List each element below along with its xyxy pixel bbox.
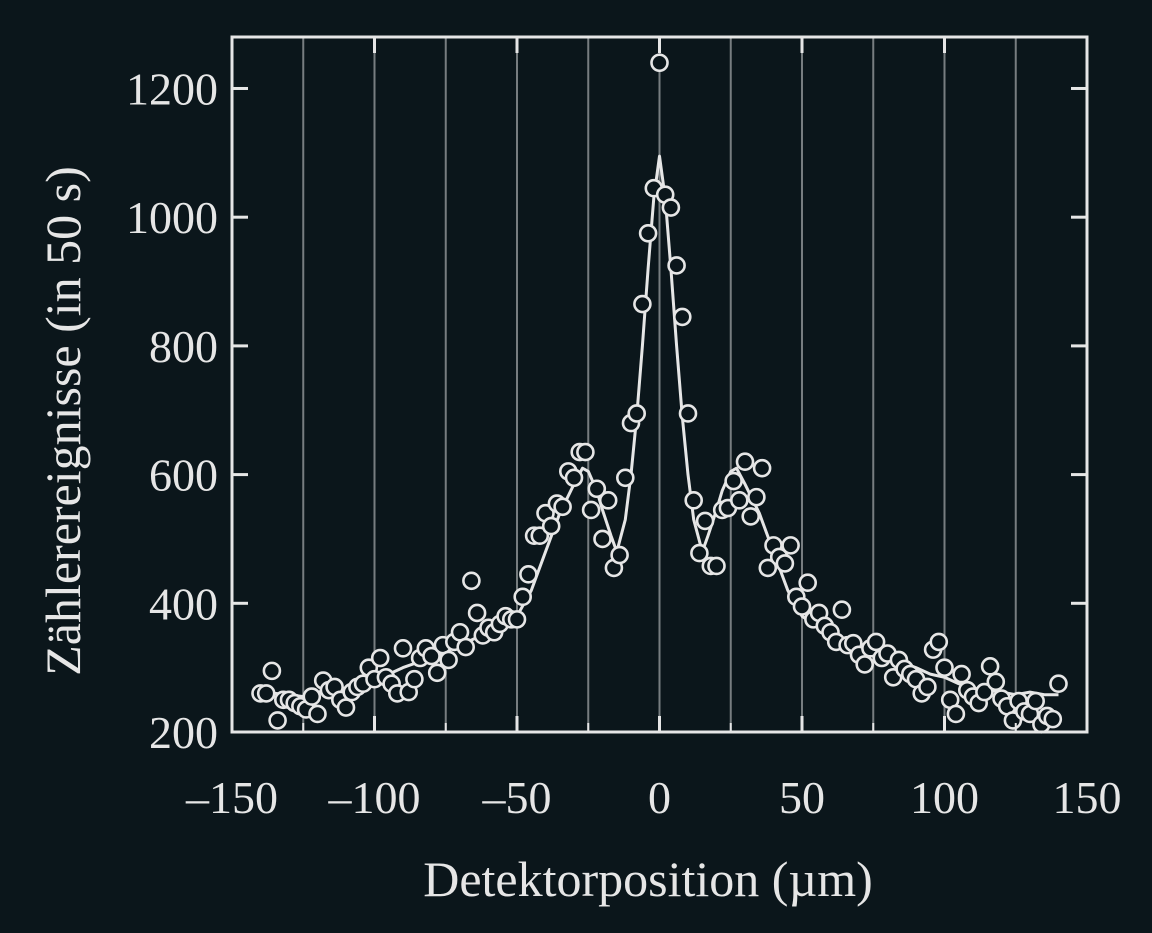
y-tick-label: 800 [149, 321, 218, 372]
x-tick-label: 50 [779, 772, 825, 823]
y-tick-label: 1000 [126, 192, 218, 243]
x-tick-label: –150 [185, 772, 278, 823]
data-point [615, 468, 635, 488]
data-point [792, 597, 812, 616]
data-point [456, 637, 476, 657]
data-point [513, 587, 533, 607]
x-tick-label: 150 [1053, 772, 1122, 823]
data-point [553, 497, 572, 517]
data-point [986, 672, 1006, 692]
data-point [1043, 709, 1063, 729]
data-point [1049, 674, 1068, 694]
data-point [775, 554, 795, 573]
data-point [598, 491, 618, 510]
data-point [650, 53, 669, 73]
data-point [336, 698, 356, 717]
data-point [1026, 691, 1045, 711]
data-point [308, 704, 327, 724]
data-point [576, 442, 595, 462]
data-point [564, 468, 584, 488]
data-point [672, 307, 692, 327]
data-point [519, 565, 538, 584]
y-tick-label: 200 [149, 707, 218, 758]
data-point [627, 404, 647, 423]
data-point [439, 650, 458, 670]
data-points-layer [251, 53, 1068, 734]
data-point [707, 556, 726, 576]
data-point [427, 663, 447, 683]
data-point [422, 646, 441, 666]
data-point [370, 648, 390, 668]
data-point [781, 536, 800, 555]
y-tick-label: 1200 [126, 63, 218, 114]
data-point [980, 657, 1000, 676]
data-point [393, 639, 413, 658]
data-point [855, 655, 875, 674]
data-point [832, 600, 852, 620]
data-point [581, 500, 601, 520]
data-point [975, 682, 994, 702]
x-tick-label: –100 [328, 772, 421, 823]
data-point [866, 632, 886, 652]
data-point [798, 573, 818, 593]
axis-ticks [230, 37, 1089, 734]
data-point [667, 256, 686, 275]
data-point [952, 664, 971, 684]
data-point [929, 632, 949, 652]
y-tick-labels: 200 400 600 800 1000 1200 [126, 63, 218, 758]
data-point [262, 661, 282, 681]
data-point [758, 558, 778, 578]
data-point [946, 704, 966, 724]
y-axis-title: Zählerereignisse (in 50 s) [35, 166, 91, 676]
y-tick-label: 400 [149, 578, 218, 629]
data-point [530, 526, 550, 546]
data-point [467, 603, 487, 623]
data-point [256, 684, 276, 703]
data-point [462, 571, 481, 591]
data-point [695, 511, 715, 531]
data-point [405, 669, 424, 689]
data-point [678, 404, 698, 423]
data-point [935, 658, 954, 677]
data-point [724, 471, 743, 491]
data-point [741, 507, 761, 526]
data-point [752, 458, 772, 478]
x-tick-label: –50 [482, 772, 552, 823]
data-point [684, 491, 704, 510]
data-point [690, 543, 709, 563]
data-point [747, 487, 766, 507]
data-point [302, 687, 322, 706]
x-tick-label: 0 [648, 772, 671, 823]
x-tick-labels: –150 –100 –50 0 50 100 150 [185, 772, 1122, 823]
data-point [661, 198, 681, 217]
gridlines [302, 37, 1017, 732]
data-point [729, 491, 749, 510]
x-axis-title: Detektorposition (µm) [423, 851, 873, 907]
data-point [735, 452, 755, 472]
data-point [638, 223, 658, 243]
data-point [918, 677, 937, 697]
x-tick-label: 100 [910, 772, 979, 823]
data-point [587, 479, 607, 499]
data-point [610, 545, 629, 565]
y-tick-label: 600 [149, 450, 218, 501]
data-point [541, 516, 561, 536]
data-point [633, 294, 652, 314]
data-point [507, 610, 527, 629]
data-point [268, 711, 287, 730]
data-point [593, 529, 612, 549]
